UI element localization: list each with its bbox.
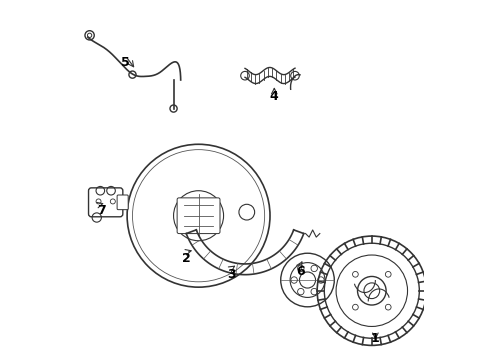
Text: 7: 7 — [97, 204, 106, 217]
Text: 4: 4 — [270, 90, 279, 103]
FancyBboxPatch shape — [117, 195, 128, 210]
Text: 3: 3 — [227, 268, 236, 281]
Text: 2: 2 — [182, 252, 191, 265]
Text: 5: 5 — [121, 55, 130, 69]
Text: 6: 6 — [296, 265, 305, 278]
FancyBboxPatch shape — [89, 188, 123, 217]
FancyBboxPatch shape — [177, 198, 220, 234]
Text: 1: 1 — [371, 333, 380, 346]
